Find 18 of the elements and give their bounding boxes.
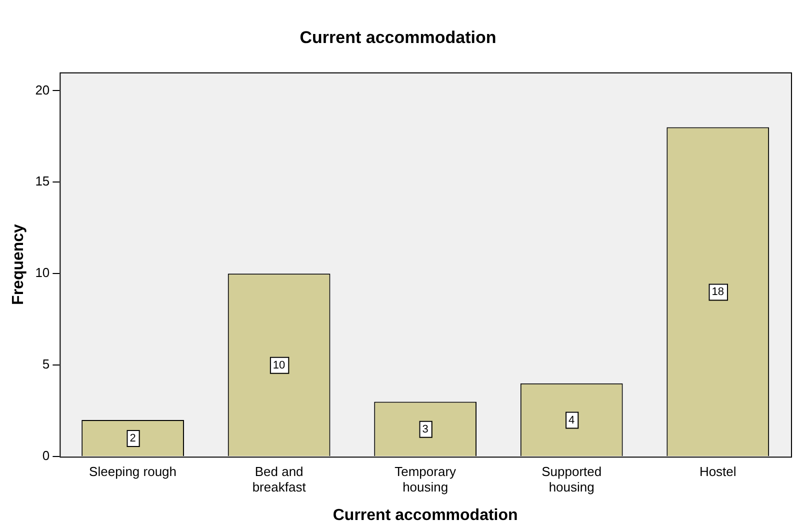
- chart-title: Current accommodation: [300, 28, 496, 47]
- x-tick-label: Temporary housing: [394, 464, 457, 495]
- y-tick-label: 20: [35, 82, 50, 98]
- data-label: 3: [422, 423, 428, 436]
- y-tick-label: 0: [42, 448, 50, 464]
- x-tick-label: Supported housing: [542, 464, 602, 495]
- x-tick-label: Sleeping rough: [89, 464, 177, 479]
- data-label: 2: [130, 432, 136, 445]
- y-tick-label: 10: [35, 265, 50, 280]
- data-label: 10: [272, 359, 286, 372]
- data-label: 4: [568, 414, 575, 426]
- y-tick-label: 15: [35, 174, 50, 189]
- y-tick-label: 5: [42, 356, 50, 372]
- x-axis-title: Current accommodation: [332, 506, 518, 524]
- y-axis-title: Frequency: [10, 224, 28, 305]
- x-tick-label: Hostel: [699, 464, 736, 479]
- data-label: 18: [712, 286, 724, 298]
- x-tick-label: Bed and breakfast: [252, 464, 306, 495]
